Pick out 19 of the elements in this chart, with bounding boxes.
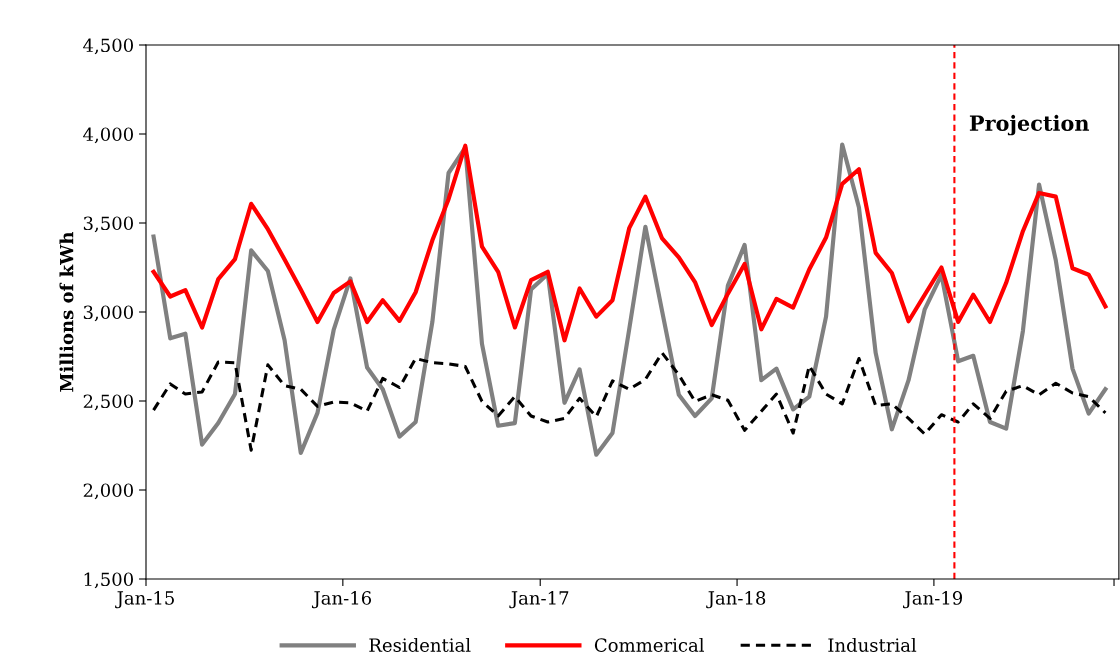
y-tick-label: 1,500 — [84, 572, 133, 589]
x-tick-label: Jan-16 — [311, 591, 372, 609]
line-series — [151, 142, 1108, 457]
y-tick-label: 3,500 — [83, 216, 133, 233]
x-tick-label: Jan-17 — [509, 591, 569, 609]
legend-label: Commerical — [594, 637, 704, 652]
y-tick-label: 2,000 — [83, 483, 133, 500]
y-tick-label: 3,000 — [83, 305, 133, 322]
legend-label: Industrial — [828, 637, 917, 652]
ref-line-label: Projection — [969, 114, 1090, 136]
x-tick-label: Jan-18 — [706, 591, 766, 609]
line-series — [152, 351, 1107, 452]
y-tick-label: 4,500 — [83, 38, 133, 55]
x-tick-label: Jan-19 — [903, 591, 963, 609]
x-tick-label: Jan-15 — [115, 591, 174, 609]
legend-label: Residential — [369, 637, 471, 652]
y-axis-title: Millions of kWh — [59, 231, 74, 392]
y-tick-label: 4,000 — [83, 127, 133, 144]
y-tick-label: 2,500 — [83, 394, 133, 411]
